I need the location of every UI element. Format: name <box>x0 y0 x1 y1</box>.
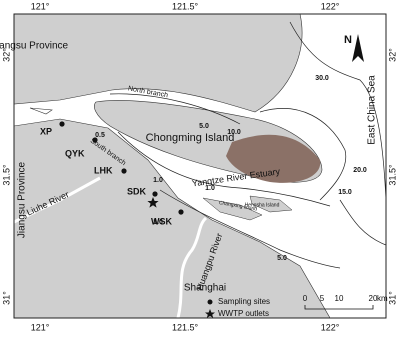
lon-label: 121.5° <box>172 322 199 332</box>
place-label: East China Sea <box>367 75 378 145</box>
depth-label: 1.0 <box>153 219 163 226</box>
legend-wwtp-symbol <box>205 309 215 318</box>
huangpu-river <box>176 216 208 319</box>
legend-label: WWTP outlets <box>218 309 269 318</box>
depth-label: 5.0 <box>199 123 209 130</box>
depth-label: 20.0 <box>353 167 367 174</box>
legend-label: Sampling sites <box>218 297 270 306</box>
lat-label: 31.5° <box>1 164 11 186</box>
site-label: XP <box>40 126 52 136</box>
contour <box>109 93 241 125</box>
lon-label: 121° <box>31 322 50 332</box>
lon-label: 122° <box>321 1 340 11</box>
sampling-site <box>178 209 184 215</box>
north-label: N <box>344 34 352 46</box>
legend-site-symbol <box>207 299 213 305</box>
liuhe-river <box>13 176 101 224</box>
scale-label: 10 <box>335 294 344 303</box>
scale-label: 5 <box>320 294 325 303</box>
place-label: Shanghai <box>184 283 226 294</box>
scale-label: 0 <box>303 294 308 303</box>
changxing-island <box>202 197 263 221</box>
north-arrow <box>352 34 364 62</box>
hengsha-island <box>249 195 293 213</box>
place-label: Hengsha Island <box>245 202 280 208</box>
lat-label: 32° <box>387 48 397 62</box>
depth-label: 5.0 <box>277 255 287 262</box>
depth-label: 10.0 <box>227 129 241 136</box>
contour <box>159 189 341 269</box>
site-label: LHK <box>94 165 113 175</box>
sampling-site <box>59 121 65 127</box>
site-label: WSK <box>151 216 172 226</box>
land-north <box>13 13 303 113</box>
scale-label: 20 <box>369 294 378 303</box>
lat-label: 31° <box>387 291 397 305</box>
site-label: SDK <box>127 186 147 196</box>
sampling-site <box>121 168 127 174</box>
tidal-flat <box>226 134 321 183</box>
lat-label: 31.5° <box>387 164 397 186</box>
place-label: Chongming Island <box>146 132 235 144</box>
lat-label: 32° <box>1 48 11 62</box>
lon-label: 121° <box>31 1 50 11</box>
sampling-site <box>92 137 98 143</box>
wwtp-outlet <box>147 197 159 208</box>
depth-label: 1.0 <box>153 177 163 184</box>
site-label: QYK <box>65 148 85 158</box>
contour <box>259 108 347 201</box>
lon-label: 121.5° <box>172 1 199 11</box>
scale-unit: km <box>377 294 388 303</box>
depth-label: 0.5 <box>95 132 105 139</box>
depth-label: 30.0 <box>315 75 329 82</box>
lon-label: 122° <box>321 322 340 332</box>
contour <box>289 21 387 201</box>
depth-label: 15.0 <box>338 189 352 196</box>
contour <box>117 131 331 207</box>
place-label: Jiangsu Province <box>0 41 69 52</box>
scale-bar <box>304 305 374 310</box>
contour <box>339 199 387 246</box>
flow-arrow <box>29 107 53 115</box>
sampling-site <box>152 191 158 197</box>
lat-label: 31° <box>1 291 11 305</box>
place-label: Jiangsu Province <box>17 161 28 238</box>
depth-label: 1.0 <box>205 185 215 192</box>
frame <box>13 13 387 319</box>
